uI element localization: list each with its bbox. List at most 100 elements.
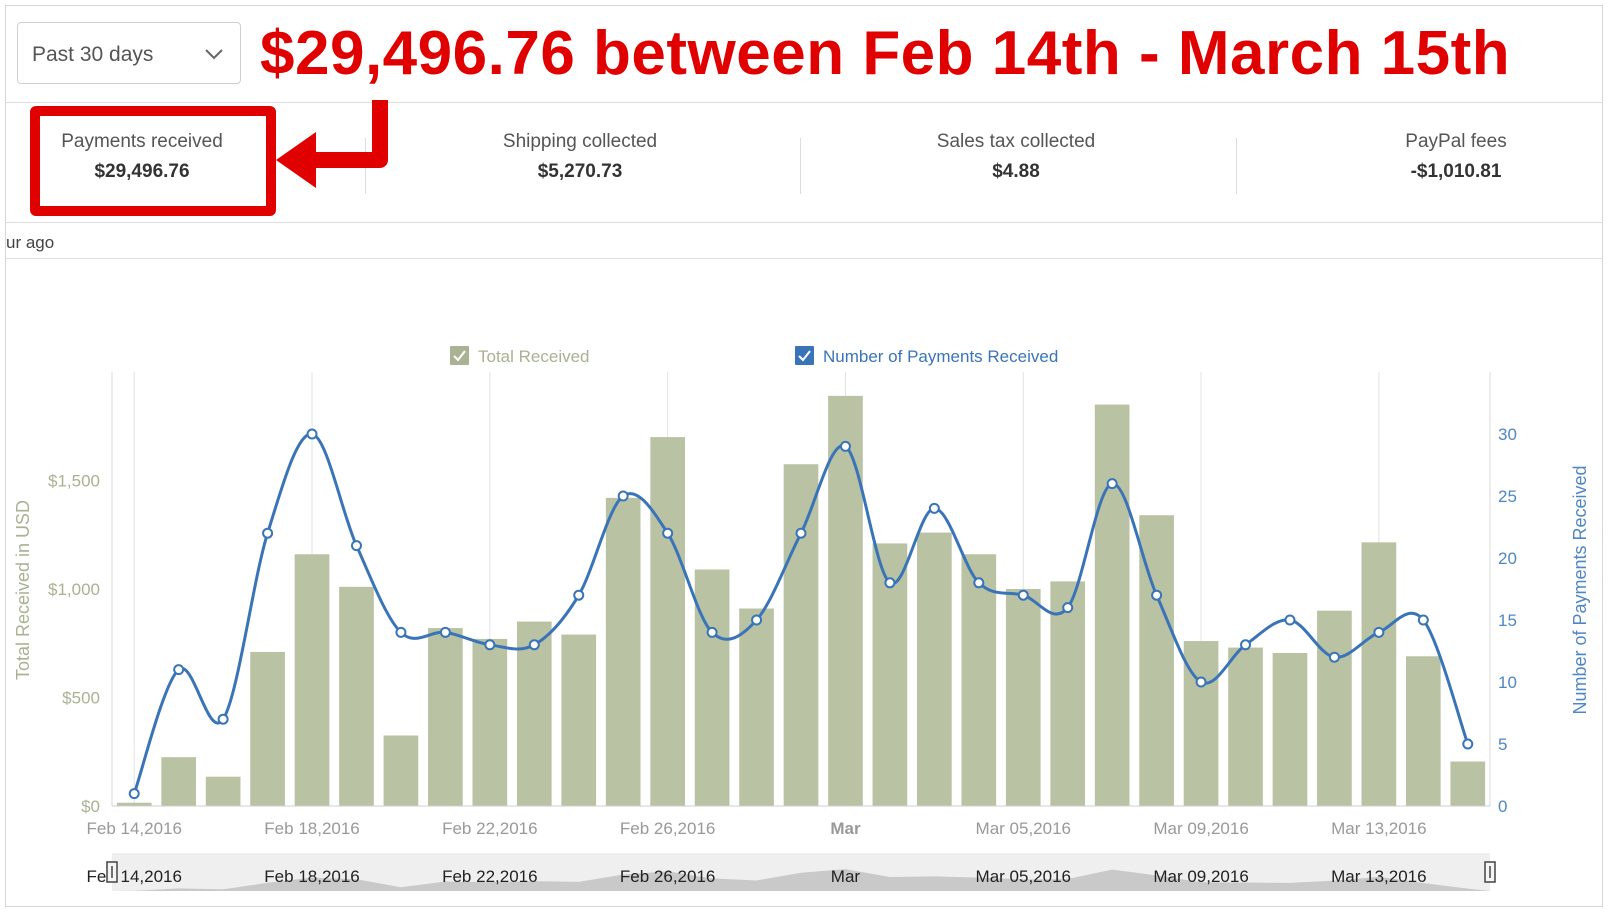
line-point [173, 664, 185, 676]
line-point [128, 788, 140, 800]
legend-label: Number of Payments Received [823, 347, 1058, 366]
x-tick-label: Feb 26,2016 [620, 819, 715, 838]
bar [1450, 761, 1486, 806]
x-tick-label: Mar 13,2016 [1331, 819, 1426, 838]
bar [961, 554, 997, 806]
y-right-tick-label: 20 [1498, 549, 1517, 568]
y-right-tick-label: 30 [1498, 425, 1517, 444]
line-point [928, 502, 940, 514]
line-point [839, 440, 851, 452]
legend-checkbox [795, 346, 814, 365]
bar [205, 776, 241, 806]
summary-value: -$1,010.81 [1410, 161, 1502, 182]
navigator-label: Mar 05,2016 [976, 867, 1071, 886]
line-point [350, 540, 362, 552]
line-point [484, 639, 496, 651]
bar [428, 628, 463, 806]
y-right-axis-title: Number of Payments Received [1570, 465, 1590, 714]
line-point [439, 626, 451, 638]
bar [1228, 647, 1263, 806]
line-point [1328, 651, 1340, 663]
line-point [617, 490, 629, 502]
bar [339, 586, 374, 806]
bar [1272, 653, 1308, 806]
x-tick-label: Feb 18,2016 [264, 819, 359, 838]
last-updated-text: ur ago [6, 233, 55, 252]
line-point [884, 577, 896, 589]
y-right-tick-label: 0 [1498, 797, 1507, 816]
bar [161, 757, 197, 806]
bar [650, 437, 685, 806]
line-point [1462, 738, 1474, 750]
line-point [1417, 614, 1429, 626]
bar [605, 497, 641, 806]
line-point [751, 614, 763, 626]
summary-value: $5,270.73 [537, 161, 623, 182]
line-point [217, 713, 229, 725]
check-icon [453, 350, 466, 362]
bar [250, 651, 285, 806]
bar [472, 638, 508, 806]
line-point [795, 527, 807, 539]
navigator-label: Feb 22,2016 [442, 867, 537, 886]
summary-value: $4.88 [992, 161, 1040, 182]
bar [1005, 589, 1041, 806]
line-point [973, 577, 985, 589]
line-point [528, 639, 540, 651]
y-left-tick-label: $500 [62, 689, 100, 708]
legend-checkbox [450, 346, 469, 365]
navigator-label: Feb 26,2016 [620, 867, 715, 886]
bar [739, 608, 774, 806]
divider [6, 222, 1602, 223]
navigator-area [112, 869, 1490, 891]
divider [6, 102, 1602, 103]
navigator-label: Feb 18,2016 [264, 867, 359, 886]
divider [1236, 138, 1237, 194]
x-tick-label: Mar [830, 819, 861, 838]
navigator-label: Mar 09,2016 [1153, 867, 1248, 886]
y-left-tick-label: $0 [81, 797, 100, 816]
bar [1317, 610, 1352, 806]
annotation-headline: $29,496.76 between Feb 14th - March 15th [260, 19, 1511, 88]
line-point [1151, 589, 1163, 601]
y-right-tick-label: 25 [1498, 487, 1517, 506]
line-point [306, 428, 318, 440]
line-point [1106, 478, 1118, 490]
line-point [706, 626, 718, 638]
navigator-label: Feb 14,2016 [86, 867, 181, 886]
line-point [1284, 614, 1296, 626]
line-point [662, 527, 674, 539]
y-right-tick-label: 10 [1498, 673, 1517, 692]
divider [6, 258, 1602, 259]
line-point [262, 527, 274, 539]
line-point [395, 626, 407, 638]
y-left-tick-label: $1,500 [48, 472, 100, 491]
summary-payments-received: Payments received $29,496.76 [42, 130, 242, 186]
summary-sales-tax-collected: Sales tax collected $4.88 [916, 130, 1116, 186]
navigator-label: Mar [831, 867, 861, 886]
legend-label: Total Received [478, 347, 590, 366]
bar [294, 554, 330, 806]
line-point [1240, 639, 1252, 651]
summary-shipping-collected: Shipping collected $5,270.73 [480, 130, 680, 186]
summary-paypal-fees: PayPal fees -$1,010.81 [1356, 130, 1556, 186]
bar [917, 532, 952, 806]
pointer-arrow-icon [276, 100, 388, 188]
y-left-tick-label: $1,000 [48, 580, 100, 599]
line-point [573, 589, 585, 601]
highlight-box [30, 106, 276, 216]
bar [116, 802, 152, 806]
bar [561, 634, 597, 806]
x-tick-label: Mar 09,2016 [1153, 819, 1248, 838]
y-right-tick-label: 5 [1498, 735, 1507, 754]
summary-value: $29,496.76 [94, 161, 190, 182]
x-tick-label: Mar 05,2016 [976, 819, 1071, 838]
x-tick-label: Feb 14,2016 [86, 819, 181, 838]
date-range-select[interactable]: Past 30 days [17, 22, 241, 84]
line-point [1373, 626, 1385, 638]
line-point [1017, 589, 1029, 601]
bar [1361, 542, 1397, 806]
line-point [1062, 602, 1074, 614]
date-range-value: Past 30 days [32, 43, 154, 66]
